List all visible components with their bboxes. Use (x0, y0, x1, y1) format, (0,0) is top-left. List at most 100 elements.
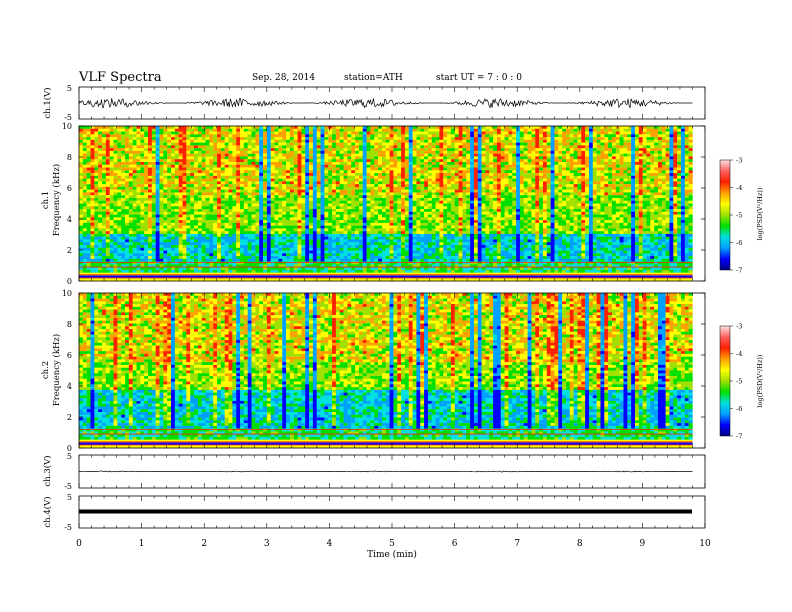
spectrogram-cell (255, 137, 260, 141)
spectrogram-cell (435, 186, 440, 190)
spectrogram-cell (297, 181, 302, 185)
spectrogram-cell (562, 197, 567, 201)
spectrogram-cell (600, 200, 605, 204)
spectrogram-cell (504, 184, 509, 188)
spectrogram-cell (573, 170, 578, 174)
spectrogram-cell (243, 150, 248, 154)
spectrogram-cell (201, 195, 206, 199)
spectrogram-cell (669, 200, 674, 204)
spectrogram-cell (381, 203, 386, 207)
spectrogram-cell (312, 164, 317, 168)
spectrogram-cell (174, 139, 179, 143)
spectrogram-cell (113, 209, 118, 213)
spectrogram-cell (117, 197, 122, 201)
spectrogram-cell (424, 209, 429, 213)
spectrogram-cell (611, 142, 616, 146)
spectrogram-cell (378, 145, 383, 149)
spectrogram-cell (427, 189, 432, 193)
spectrogram-cell (581, 175, 586, 179)
spectrogram-cell (79, 137, 84, 141)
spectrogram-cell (427, 145, 432, 149)
spectrogram-cell (255, 195, 260, 199)
spectrogram-cell (186, 206, 191, 210)
spectrogram-cell (113, 131, 118, 135)
spectrogram-cell (680, 195, 686, 199)
spectrogram-cell (443, 148, 448, 152)
spectrogram-cell (381, 156, 386, 160)
spectrogram-cell (121, 148, 126, 152)
spectrogram-cell (657, 173, 662, 177)
spectrogram-cell (512, 178, 517, 182)
spectrogram-cell (132, 173, 137, 177)
spectrogram-cell (684, 150, 689, 154)
spectrogram-cell (82, 153, 87, 157)
spectrogram-cell (519, 181, 524, 185)
spectrogram-cell (427, 175, 432, 179)
spectrogram-cell (500, 156, 505, 160)
spectrogram-cell (500, 195, 505, 199)
spectrogram-cell (401, 131, 406, 135)
spectrogram-cell (136, 170, 141, 174)
spectrogram-cell (631, 170, 636, 174)
spectrogram-cell (205, 139, 210, 143)
spectrogram-cell (554, 186, 559, 190)
spectrogram-cell (159, 153, 164, 157)
spectrogram-cell (657, 150, 662, 154)
spectrogram-cell (657, 148, 662, 152)
spectrogram-cell (401, 153, 406, 157)
spectrogram-cell (408, 203, 413, 207)
spectrogram-cell (424, 145, 429, 149)
spectrogram-cell (201, 161, 206, 165)
spectrogram-cell (558, 137, 563, 141)
spectrogram-cell (293, 192, 298, 196)
spectrogram-cell (627, 206, 632, 210)
spectrogram-cell (619, 209, 624, 213)
spectrogram-cell (519, 126, 524, 129)
spectrogram-cell (194, 197, 199, 201)
spectrogram-cell (155, 126, 160, 129)
spectrogram-cell (485, 167, 490, 171)
spectrogram-cell (431, 178, 436, 182)
spectrogram-cell (397, 156, 402, 160)
spectrogram-cell (366, 153, 371, 157)
spectrogram-cell (347, 197, 352, 201)
spectrogram-cell (489, 142, 494, 146)
spectrogram-cell (431, 197, 436, 201)
spectrogram-cell (573, 209, 578, 213)
spectrogram-cell (416, 142, 421, 146)
spectrogram-cell (79, 203, 84, 207)
spectrogram-cell (669, 173, 674, 177)
spectrogram-cell (339, 209, 344, 213)
spectrogram-cell (627, 131, 632, 135)
spectrogram-cell (332, 167, 337, 171)
spectrogram-cell (316, 161, 321, 165)
spectrogram-cell (332, 206, 337, 210)
spectrogram-cell (481, 189, 486, 193)
spectrogram-cell (638, 148, 643, 152)
spectrogram-cell (447, 161, 452, 165)
spectrogram-cell (516, 128, 521, 132)
spectrogram-cell (293, 137, 298, 141)
spectrogram-cell (385, 192, 390, 196)
spectrogram-cell (378, 164, 383, 168)
spectrogram-cell (600, 175, 605, 179)
spectrogram-cell (351, 197, 356, 201)
spectrogram-cell (263, 184, 268, 188)
spectrogram-cell (447, 173, 452, 177)
spectrogram-cell (117, 150, 122, 154)
spectrogram-cell (98, 142, 103, 146)
spectrogram-cell (527, 195, 532, 199)
spectrogram-cell (424, 178, 429, 182)
spectrogram-cell (236, 150, 241, 154)
spectrogram-cell (443, 195, 448, 199)
spectrogram-cell (186, 159, 191, 163)
spectrogram-cell (627, 195, 632, 199)
spectrogram-cell (136, 211, 141, 215)
spectrogram-cell (140, 189, 145, 193)
spectrogram-cell (450, 184, 455, 188)
spectrogram-cell (680, 142, 686, 146)
spectrogram-cell (420, 197, 425, 201)
spectrogram-cell (504, 128, 509, 132)
spectrogram-cell (339, 156, 344, 160)
spectrogram-cell (381, 195, 386, 199)
